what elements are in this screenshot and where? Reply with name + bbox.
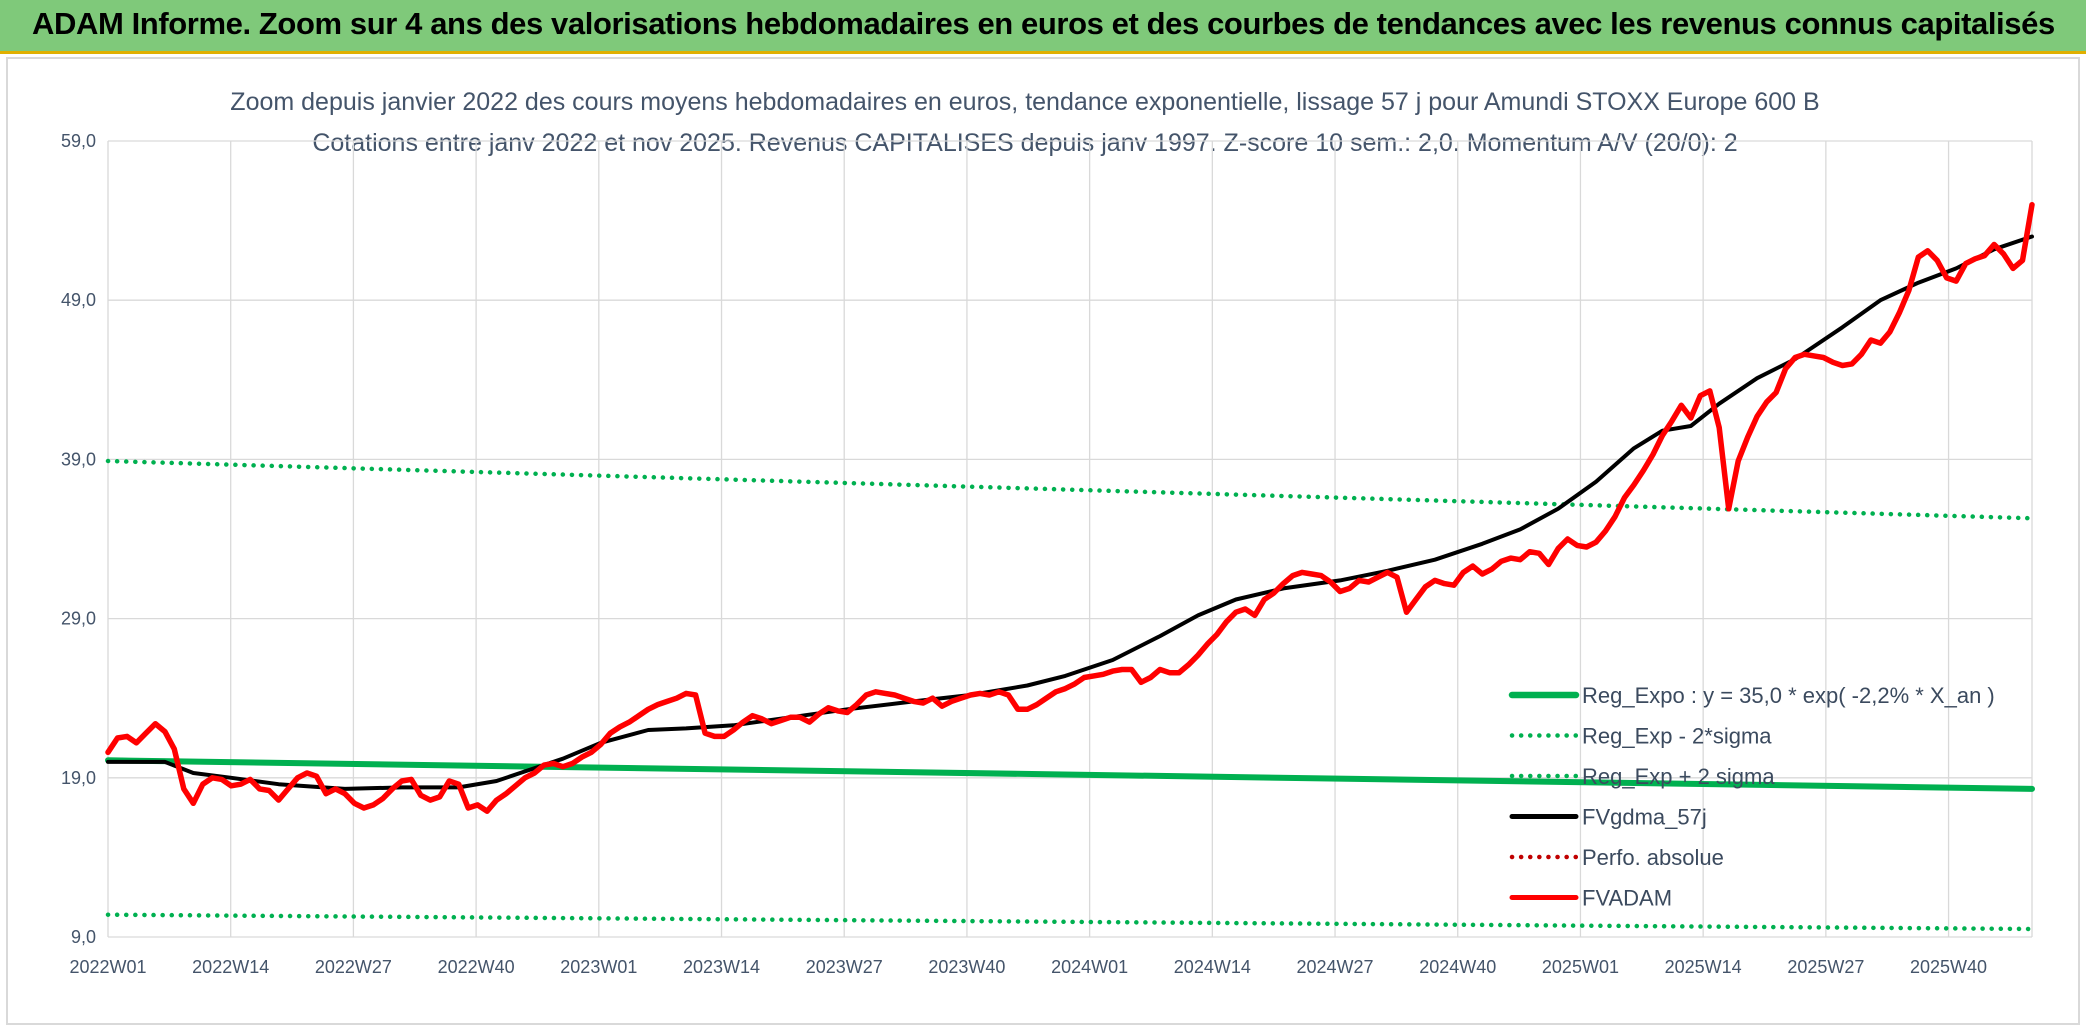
y-tick-label: 59,0 [61, 131, 96, 151]
legend: Reg_Expo : y = 35,0 * exp( -2,2% * X_an … [1508, 683, 1995, 911]
x-tick-label: 2024W40 [1419, 957, 1496, 977]
x-tick-label: 2025W40 [1910, 957, 1987, 977]
x-tick-label: 2023W14 [683, 957, 760, 977]
legend-label: FVgdma_57j [1582, 805, 1707, 830]
x-tick-label: 2022W01 [69, 957, 146, 977]
x-tick-label: 2025W14 [1665, 957, 1742, 977]
y-axis: 59,0 49,0 39,0 29,0 19,0 9,0 [61, 131, 96, 947]
legend-label: Perfo. absolue [1582, 845, 1724, 870]
chart-subtitle: Cotations entre janv 2022 et nov 2025. R… [312, 129, 1737, 157]
series-line-3 [106, 234, 2034, 791]
series-layer [105, 201, 2035, 932]
x-tick-label: 2022W40 [438, 957, 515, 977]
x-tick-label: 2022W14 [192, 957, 269, 977]
chart-frame: Zoom depuis janvier 2022 des cours moyen… [6, 57, 2080, 1025]
legend-label: Reg_Exp - 2*sigma [1582, 724, 1772, 749]
x-tick-label: 2023W27 [806, 957, 883, 977]
series-line-0 [105, 757, 2035, 792]
x-tick-label: 2024W01 [1051, 957, 1128, 977]
chart: Zoom depuis janvier 2022 des cours moyen… [61, 88, 2035, 977]
legend-label: Reg_Exp + 2 sigma [1582, 764, 1775, 789]
y-tick-label: 39,0 [61, 449, 96, 469]
x-tick-label: 2024W27 [1297, 957, 1374, 977]
y-tick-label: 29,0 [61, 609, 96, 629]
banner: ADAM Informe. Zoom sur 4 ans des valoris… [0, 0, 2086, 54]
chart-title: Zoom depuis janvier 2022 des cours moyen… [230, 88, 1819, 116]
series-line-5 [105, 201, 2035, 814]
x-tick-label: 2023W40 [928, 957, 1005, 977]
grid-layer [107, 140, 2033, 938]
x-axis: 2022W01 2022W14 2022W27 2022W40 2023W01 2023W… [69, 957, 1987, 977]
y-tick-label: 9,0 [71, 927, 96, 947]
series-line-1 [105, 912, 2035, 932]
legend-label: FVADAM [1582, 886, 1672, 911]
x-tick-label: 2024W14 [1174, 957, 1251, 977]
series-line-2 [105, 458, 2035, 521]
x-tick-label: 2022W27 [315, 957, 392, 977]
legend-label: Reg_Expo : y = 35,0 * exp( -2,2% * X_an … [1582, 683, 1995, 708]
y-tick-label: 19,0 [61, 768, 96, 788]
x-tick-label: 2025W27 [1787, 957, 1864, 977]
x-tick-label: 2023W01 [560, 957, 637, 977]
banner-title: ADAM Informe. Zoom sur 4 ans des valoris… [32, 6, 2055, 41]
x-tick-label: 2025W01 [1542, 957, 1619, 977]
y-tick-label: 49,0 [61, 290, 96, 310]
